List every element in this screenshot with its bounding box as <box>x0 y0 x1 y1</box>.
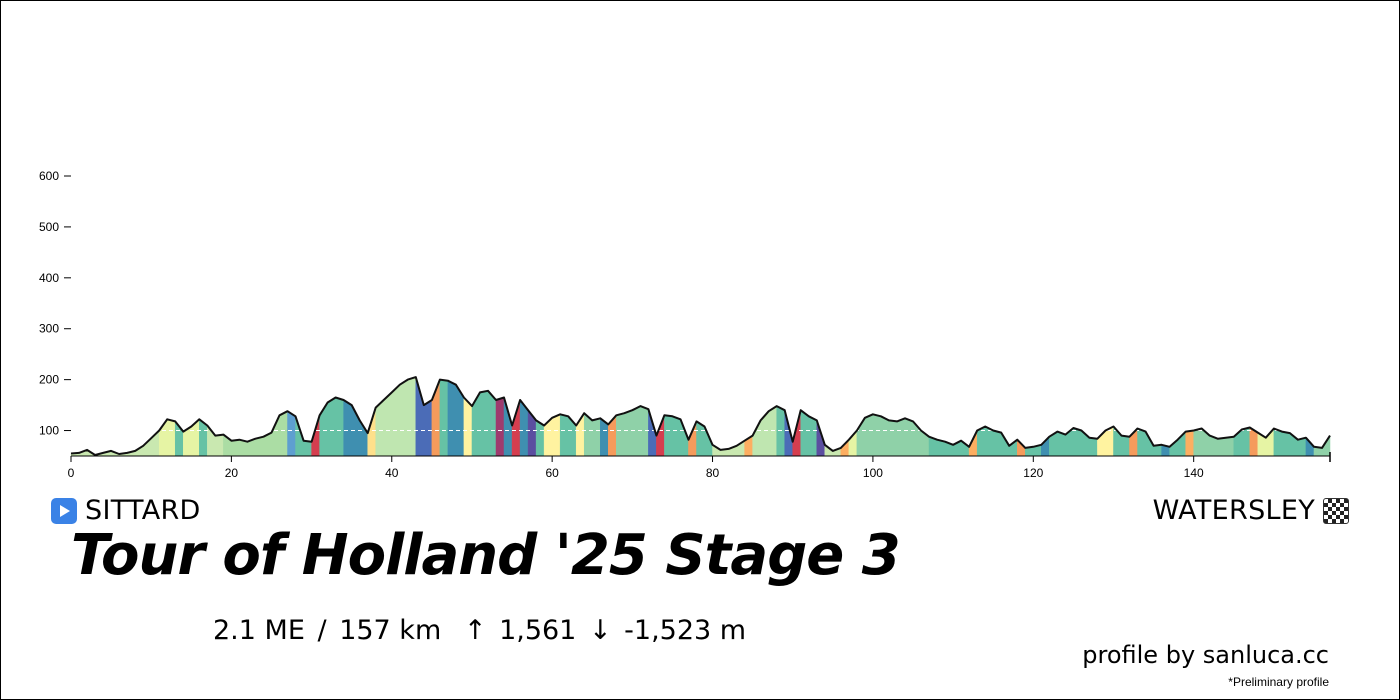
gradient-segment <box>183 418 200 457</box>
play-button-icon <box>51 497 77 524</box>
y-tick-label: 500 <box>39 220 59 234</box>
preliminary-note: *Preliminary profile <box>1228 675 1329 689</box>
gradient-segment <box>776 405 785 457</box>
gradient-segment <box>287 410 296 457</box>
gradient-segment <box>656 415 665 457</box>
x-tick-label: 20 <box>225 466 239 480</box>
ascent-arrow-icon: ↑ <box>463 615 487 646</box>
stats-separator: / <box>317 615 327 646</box>
gradient-segment <box>158 419 176 457</box>
gradient-segment <box>608 414 617 457</box>
gradient-segment <box>543 413 561 457</box>
gradient-segment <box>495 397 505 457</box>
descent-arrow-icon: ↓ <box>588 615 612 646</box>
ascent-value: 1,561 <box>499 615 577 646</box>
gradient-segment <box>752 405 777 457</box>
descent-value: -1,523 m <box>624 615 747 646</box>
y-tick-label: 300 <box>39 322 59 336</box>
x-tick-label: 100 <box>863 466 883 480</box>
gradient-segment <box>1233 427 1251 457</box>
finish-location-label: WATERSLEY <box>1152 495 1315 526</box>
effort-value: 2.1 ME <box>213 615 305 646</box>
gradient-segment <box>439 379 449 457</box>
y-tick-label: 400 <box>39 271 59 285</box>
gradient-segment <box>503 397 513 457</box>
y-tick-label: 100 <box>39 424 59 438</box>
x-tick-label: 80 <box>706 466 720 480</box>
gradient-segment <box>319 397 344 457</box>
gradient-segment <box>527 409 537 457</box>
x-tick-label: 140 <box>1184 466 1204 480</box>
stage-stats: 2.1 ME / 157 km ↑ 1,561 ↓ -1,523 m <box>213 615 750 646</box>
credit-text: profile by sanluca.cc <box>1082 641 1329 669</box>
gradient-segment <box>463 396 473 457</box>
x-tick-label: 120 <box>1023 466 1043 480</box>
stage-title: Tour of Holland '25 Stage 3 <box>71 523 901 588</box>
x-tick-label: 40 <box>385 466 399 480</box>
y-tick-label: 600 <box>39 169 59 183</box>
start-location: SITTARD <box>51 495 201 526</box>
checkered-flag-icon <box>1323 497 1349 524</box>
gradient-segment <box>559 413 577 457</box>
gradient-segment <box>1185 430 1194 457</box>
start-location-label: SITTARD <box>85 495 201 526</box>
gradient-segment <box>664 415 689 457</box>
finish-location: WATERSLEY <box>1153 495 1349 526</box>
gradient-segment <box>1193 428 1235 457</box>
elevation-line <box>70 376 1331 456</box>
gradient-segment <box>1137 428 1162 457</box>
gradient-segment <box>511 399 521 457</box>
distance-value: 157 km <box>339 615 442 646</box>
x-tick-label: 0 <box>68 466 75 480</box>
y-tick-label: 200 <box>39 373 59 387</box>
x-tick-label: 60 <box>545 466 559 480</box>
